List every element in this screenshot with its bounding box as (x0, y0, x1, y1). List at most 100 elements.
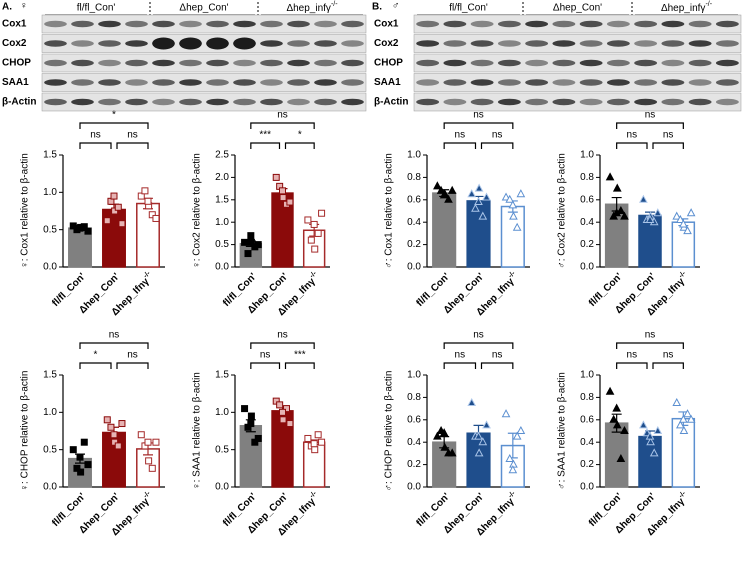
data-point (254, 241, 262, 249)
y-tick-label: 1.5 (43, 150, 57, 161)
significance-label: ns (260, 350, 271, 361)
data-point (605, 386, 615, 395)
data-point (612, 403, 622, 412)
data-point (76, 224, 84, 232)
data-point (612, 420, 622, 429)
blot-band (179, 98, 202, 106)
data-point (605, 172, 615, 181)
data-point (439, 190, 449, 199)
data-point (247, 412, 255, 420)
data-point (474, 196, 483, 206)
blot-strip (41, 92, 367, 112)
data-point (304, 434, 312, 442)
y-tick-label: 2.0 (215, 172, 229, 183)
blot-band (470, 20, 494, 28)
sex-symbol: ♀ (20, 1, 28, 12)
blot-band (179, 79, 202, 86)
y-tick-label: 1.0 (580, 150, 594, 161)
blot-band (233, 37, 256, 50)
y-axis-label: ♂: Cox1 relative to β-actin (384, 153, 395, 269)
data-point (439, 428, 449, 437)
blot-band (443, 79, 467, 86)
blot-band (661, 59, 685, 67)
blot-group-label: fl/fl_Con' (449, 3, 488, 14)
significance-bracket (284, 362, 315, 369)
data-point (279, 408, 286, 416)
data-point (679, 425, 689, 434)
data-point (612, 208, 622, 217)
blot-band (125, 59, 148, 67)
blot-strip (41, 14, 367, 34)
blot-band (525, 20, 549, 28)
data-point (311, 245, 319, 253)
blot-band (552, 79, 576, 86)
data-point (80, 438, 88, 446)
data-point (675, 420, 685, 429)
blot-strip (413, 14, 742, 34)
y-tick-label: 0.8 (580, 172, 594, 183)
significance-label: * (298, 130, 302, 141)
blot-band (416, 98, 440, 106)
blot-band (233, 20, 256, 28)
y-tick-label: 1.0 (407, 150, 421, 161)
data-point (609, 414, 619, 423)
blot-group-label: Δhep_infγ-/- (286, 1, 338, 14)
y-axis-label: ♀: CHOP relative to β-actin (20, 371, 31, 492)
y-tick-label: 0.5 (43, 224, 57, 235)
y-tick-label: 1.0 (43, 187, 57, 198)
y-tick-label: 1.5 (215, 194, 229, 205)
blot-band (634, 79, 658, 86)
y-tick-label: 0.5 (215, 239, 229, 250)
data-point (148, 211, 156, 219)
y-tick-label: 0.5 (215, 444, 229, 455)
blot-band (552, 59, 576, 67)
blot-band (688, 98, 712, 106)
blot-band (44, 20, 67, 28)
data-point (84, 461, 92, 469)
blot-band (497, 59, 521, 67)
significance-label: ns (473, 330, 484, 341)
significance-bracket (79, 342, 149, 349)
significance-label: ns (645, 110, 656, 121)
blot-band (71, 59, 94, 67)
bar (432, 192, 457, 268)
significance-bracket (250, 142, 281, 149)
blot-band (287, 98, 310, 106)
y-tick-label: 0.8 (407, 392, 421, 403)
data-point (118, 220, 126, 228)
y-tick-label: 0.6 (580, 414, 594, 425)
significance-label: ns (277, 110, 288, 121)
y-axis-label: ♀: Cox2 relative to β-actin (192, 153, 203, 269)
y-tick-label: 0.4 (580, 437, 594, 448)
data-point (69, 222, 77, 230)
data-point (436, 185, 446, 194)
blot-band (579, 98, 603, 106)
blot-strip (41, 53, 367, 73)
y-axis-label: ♂: Cox2 relative to β-actin (557, 153, 568, 269)
y-tick-label: 0.2 (407, 459, 421, 470)
data-point (516, 189, 526, 198)
blot-band (470, 59, 494, 67)
data-point (307, 236, 315, 244)
y-tick-label: 0.2 (580, 239, 594, 250)
y-tick-label: 0.6 (407, 194, 421, 205)
data-point (241, 238, 249, 246)
data-point (282, 405, 290, 413)
data-point (620, 425, 629, 434)
data-point (247, 420, 255, 428)
blot-band (606, 20, 630, 28)
blot-band (152, 37, 175, 50)
data-point (314, 431, 322, 439)
data-point (512, 431, 522, 440)
blot-band (661, 20, 685, 28)
significance-label: ns (473, 110, 484, 121)
significance-bracket (616, 342, 684, 349)
blot-band (634, 59, 658, 67)
blot-band (314, 40, 337, 47)
data-point (444, 194, 453, 203)
data-point (675, 214, 685, 223)
blot-band (341, 98, 364, 106)
blot-band (98, 59, 121, 67)
blot-band (179, 59, 202, 67)
blot-band (552, 40, 576, 47)
